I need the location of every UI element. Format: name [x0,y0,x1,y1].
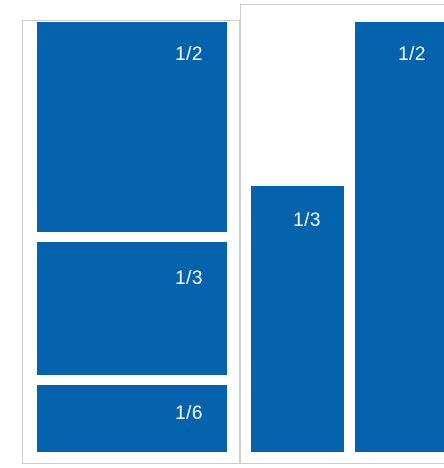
left-panel-frame [22,20,240,464]
left-third-label: 1/3 [175,268,203,289]
right-third-block: 1/3 [251,186,344,452]
left-sixth-label: 1/6 [175,403,203,424]
left-third-block: 1/3 [37,242,227,375]
left-sixth-block: 1/6 [37,385,227,452]
right-third-label: 1/3 [293,210,321,231]
left-half-label: 1/2 [175,44,203,65]
left-half-block: 1/2 [37,22,227,232]
right-half-block: 1/2 [355,22,444,452]
right-panel-frame [240,4,444,464]
right-half-label: 1/2 [398,44,426,65]
